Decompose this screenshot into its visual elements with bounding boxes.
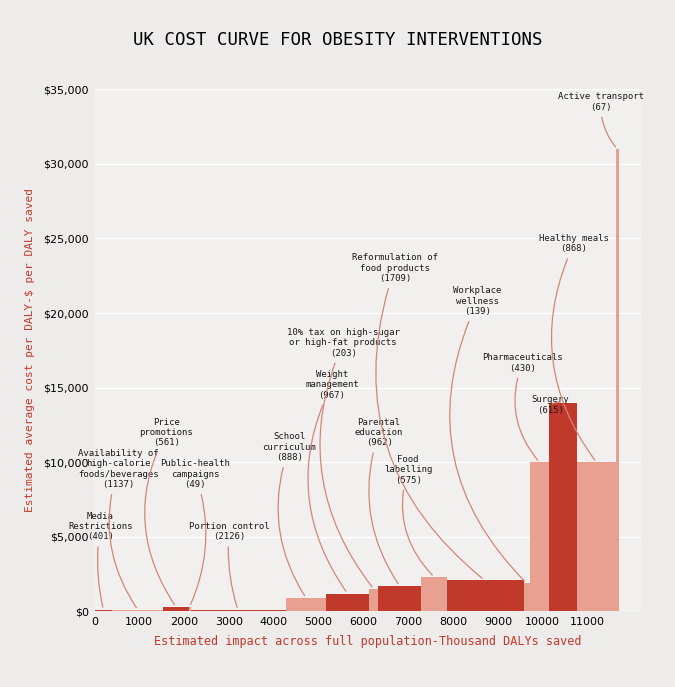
Bar [369, 589, 378, 611]
Text: Parental
education
(962): Parental education (962) [355, 418, 403, 584]
Text: Pharmaceuticals
(430): Pharmaceuticals (430) [482, 353, 563, 460]
Text: 10% tax on high-sugar
or high-fat products
(203): 10% tax on high-sugar or high-fat produc… [287, 328, 400, 587]
Text: Healthy meals
(868): Healthy meals (868) [539, 234, 609, 460]
Text: Weight
management
(967): Weight management (967) [305, 370, 359, 592]
Bar [163, 607, 188, 611]
Text: Media
Restrictions
(401): Media Restrictions (401) [68, 512, 132, 607]
Text: Availability of
high-calorie
foods/beverages
(1137): Availability of high-calorie foods/bever… [78, 449, 159, 607]
Text: Price
promotions
(561): Price promotions (561) [139, 418, 193, 605]
Bar [549, 403, 577, 611]
Text: Public-health
campaigns
(49): Public-health campaigns (49) [161, 460, 230, 605]
Bar [577, 462, 616, 611]
Text: UK COST CURVE FOR OBESITY INTERVENTIONS: UK COST CURVE FOR OBESITY INTERVENTIONS [133, 31, 542, 49]
X-axis label: Estimated impact across full population-Thousand DALYs saved: Estimated impact across full population-… [154, 635, 582, 649]
Bar [378, 586, 421, 611]
Text: Workplace
wellness
(139): Workplace wellness (139) [450, 286, 524, 581]
Bar [530, 462, 549, 611]
Text: Active transport
(67): Active transport (67) [558, 92, 644, 147]
Bar [191, 610, 286, 611]
Bar [616, 149, 619, 611]
Bar [421, 577, 447, 611]
Bar [188, 607, 191, 611]
Bar [95, 610, 113, 611]
Bar [524, 583, 530, 611]
Text: Surgery
(615): Surgery (615) [531, 395, 569, 414]
Bar [286, 598, 326, 611]
Bar [447, 580, 524, 611]
Bar [326, 594, 369, 611]
Text: School
curriculum
(888): School curriculum (888) [263, 432, 317, 596]
Bar [113, 610, 163, 611]
Y-axis label: Estimated average cost per DALY-$ per DALY saved: Estimated average cost per DALY-$ per DA… [25, 188, 35, 513]
Text: Reformulation of
food products
(1709): Reformulation of food products (1709) [352, 254, 482, 578]
Text: Food
labelling
(575): Food labelling (575) [384, 455, 433, 575]
Text: Portion control
(2126): Portion control (2126) [188, 522, 269, 607]
